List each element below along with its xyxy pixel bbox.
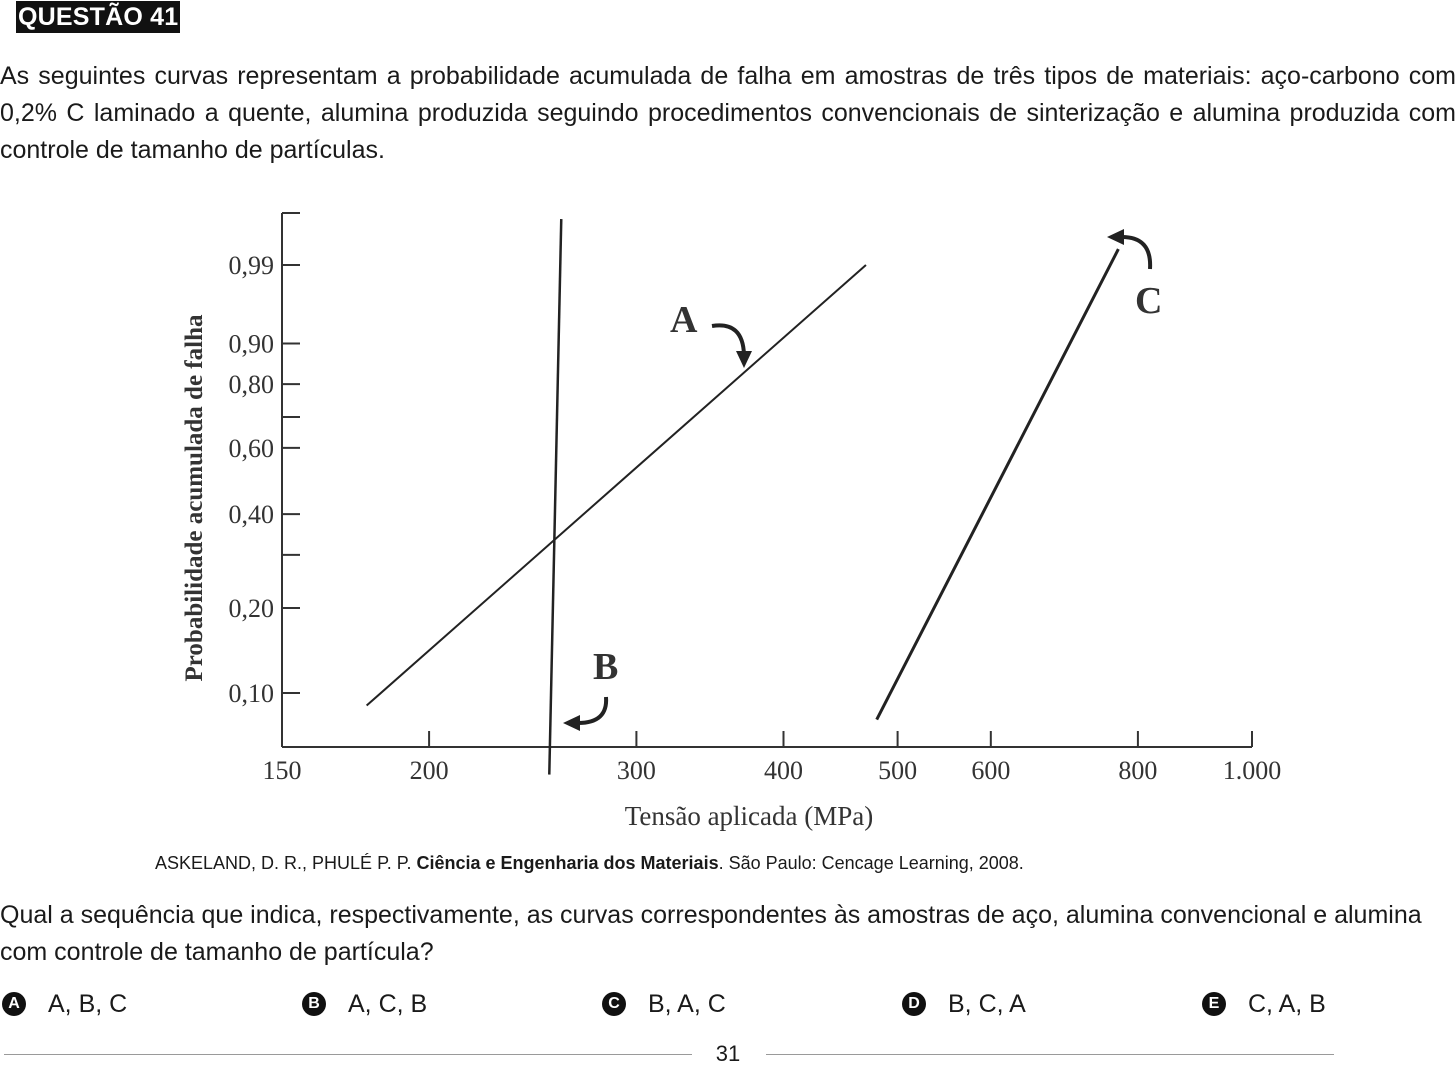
alternative-text: A, C, B xyxy=(348,989,428,1018)
series-lines xyxy=(365,219,1120,775)
x-tick-label: 1.000 xyxy=(1223,756,1282,785)
footer-rule-left xyxy=(4,1054,692,1055)
alternative-a[interactable]: A A, B, C xyxy=(2,985,127,1023)
y-tick-label: 0,20 xyxy=(229,594,275,623)
series-label-b: B xyxy=(593,646,618,688)
figure-caption: ASKELAND, D. R., PHULÉ P. P. Ciência e E… xyxy=(155,853,1024,874)
y-tick-label: 0,90 xyxy=(229,330,275,359)
question-prompt: Qual a sequência que indica, respectivam… xyxy=(0,901,1422,966)
series-line-a xyxy=(365,264,867,707)
alternative-b[interactable]: B A, C, B xyxy=(302,985,427,1023)
arrow-c-icon xyxy=(1107,229,1153,270)
page-footer: 31 xyxy=(0,1040,1456,1067)
alternative-badge: D xyxy=(902,992,926,1016)
x-tick-label: 800 xyxy=(1118,756,1157,785)
alternative-text: A, B, C xyxy=(48,989,128,1018)
alternative-text: C, A, B xyxy=(1248,989,1326,1018)
x-tick-labels: 150 200 300 400 500 600 800 1.000 xyxy=(263,756,1282,785)
y-tick-label: 0,80 xyxy=(229,370,275,399)
x-tick-label: 200 xyxy=(410,756,449,785)
alternative-d[interactable]: D B, C, A xyxy=(902,985,1026,1023)
question-stem: As seguintes curvas representam a probab… xyxy=(0,62,1456,164)
y-tick-labels: 0,99 0,90 0,80 0,60 0,40 0,20 0,10 xyxy=(229,251,275,708)
arrow-a-icon xyxy=(711,323,752,368)
y-tick-label: 0,99 xyxy=(229,251,275,280)
x-tick-label: 150 xyxy=(263,756,302,785)
alternative-text: B, C, A xyxy=(948,989,1026,1018)
alternative-badge: C xyxy=(602,992,626,1016)
caption-book: Ciência e Engenharia dos Materiais xyxy=(416,853,719,873)
alternative-text: B, A, C xyxy=(648,989,726,1018)
caption-publisher: . São Paulo: Cencage Learning, 2008. xyxy=(718,853,1024,873)
caption-authors: ASKELAND, D. R., PHULÉ P. P. xyxy=(155,853,412,873)
series-line-b xyxy=(548,219,563,775)
series-label-a: A xyxy=(670,299,698,341)
arrow-b-icon xyxy=(563,696,609,731)
x-axis-label: Tensão aplicada (MPa) xyxy=(625,801,874,831)
alternative-e[interactable]: E C, A, B xyxy=(1202,985,1326,1023)
x-tick-label: 500 xyxy=(878,756,917,785)
x-tick-label: 600 xyxy=(971,756,1010,785)
chart-svg: 0,99 0,90 0,80 0,60 0,40 0,20 0,10 150 200 300 40… xyxy=(181,212,1282,831)
y-tick-label: 0,40 xyxy=(229,500,275,529)
series-label-c: C xyxy=(1135,280,1162,322)
x-tick-label: 400 xyxy=(764,756,803,785)
y-tick-label: 0,10 xyxy=(229,679,275,708)
alternative-badge: A xyxy=(2,992,26,1016)
x-tick-label: 300 xyxy=(617,756,656,785)
alternative-c[interactable]: C B, A, C xyxy=(602,985,726,1023)
y-axis-label: Probabilidade acumulada de falha xyxy=(181,314,208,681)
question-title: QUESTÃO 41 xyxy=(16,1,181,33)
alternative-badge: E xyxy=(1202,992,1226,1016)
alternative-badge: B xyxy=(302,992,326,1016)
footer-rule-right xyxy=(766,1054,1334,1055)
page-number: 31 xyxy=(715,1041,741,1066)
y-tick-label: 0,60 xyxy=(229,434,275,463)
series-line-c xyxy=(875,248,1120,721)
weibull-chart: 0,99 0,90 0,80 0,60 0,40 0,20 0,10 150 200 300 40… xyxy=(0,195,1456,845)
alternatives: A A, B, C B A, C, B C B, A, C D B, C, A … xyxy=(0,985,1456,1025)
chart-axes xyxy=(281,212,1253,748)
